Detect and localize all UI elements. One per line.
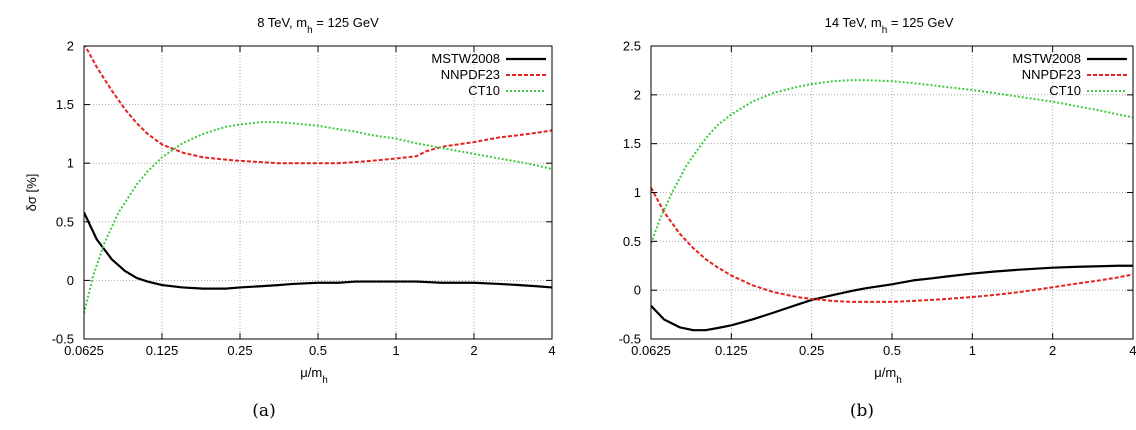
x-tick-label: 0.0625 <box>64 343 104 358</box>
x-tick-label: 4 <box>1129 343 1136 358</box>
x-tick-label: 0.125 <box>146 343 179 358</box>
chart-panel-2: 0.0625 0.125 0.25 0.5 1 2 4 -0.5 0 0.5 1 1.5 2 2.5 14 … <box>619 15 1136 421</box>
legend-label-ct10: CT10 <box>1049 83 1081 98</box>
series-line-mstw2008 <box>84 211 552 290</box>
text-part: h <box>307 25 313 36</box>
y-tick-label: -0.5 <box>52 332 74 347</box>
x-tick-label: 4 <box>548 343 555 358</box>
text-part: h <box>896 375 902 386</box>
legend-label-ct10: CT10 <box>468 83 500 98</box>
y-tick-label: 0.5 <box>623 234 641 249</box>
y-tick-label: 1 <box>67 156 74 171</box>
x-tick-label: 0.5 <box>309 343 327 358</box>
y-tick-label: 1 <box>634 185 641 200</box>
text-part: h <box>322 375 328 386</box>
x-tick-label: 0.125 <box>715 343 748 358</box>
y-tick-label: 1.5 <box>56 97 74 112</box>
series-line-ct10 <box>84 121 552 314</box>
series-line-ct10 <box>651 79 1133 244</box>
y-tick-label: 2 <box>67 39 74 54</box>
series-line-nnpdf23 <box>651 187 1133 303</box>
x-tick-label: 0.5 <box>883 343 901 358</box>
text-part: = 125 GeV <box>887 15 953 30</box>
x-tick-label: 1 <box>392 343 399 358</box>
legend-label-mstw2008: MSTW2008 <box>431 51 500 66</box>
y-tick-label: 2 <box>634 87 641 102</box>
chart-title: 8 TeV, mh = 125 GeV <box>257 15 379 36</box>
x-tick-label: 2 <box>1049 343 1056 358</box>
text-part: 14 TeV, m <box>825 15 882 30</box>
text-part: 8 TeV, m <box>257 15 307 30</box>
chart-title: 14 TeV, mh = 125 GeV <box>825 15 954 36</box>
legend-label-nnpdf23: NNPDF23 <box>441 67 500 82</box>
legend-label-mstw2008: MSTW2008 <box>1012 51 1081 66</box>
y-tick-label: 0 <box>67 273 74 288</box>
x-tick-label: 0.25 <box>227 343 252 358</box>
y-tick-label: -0.5 <box>619 332 641 347</box>
series-line-nnpdf23 <box>84 46 552 165</box>
text-part: μ/m <box>874 365 896 380</box>
y-tick-label: 2.5 <box>623 39 641 54</box>
x-tick-label: 2 <box>470 343 477 358</box>
series-line-mstw2008 <box>651 264 1133 332</box>
text-part: h <box>882 25 888 36</box>
y-tick-label: 1.5 <box>623 136 641 151</box>
x-tick-label: 1 <box>969 343 976 358</box>
y-tick-label: 0 <box>634 283 641 298</box>
figure-caption: (b) <box>850 401 874 421</box>
legend-label-nnpdf23: NNPDF23 <box>1022 67 1081 82</box>
y-axis-label: δσ [%] <box>24 174 39 212</box>
figure-caption: (a) <box>252 401 275 421</box>
x-tick-label: 0.25 <box>799 343 824 358</box>
y-tick-label: 0.5 <box>56 214 74 229</box>
text-part: μ/m <box>300 365 322 380</box>
x-axis-label: μ/mh <box>300 365 328 386</box>
chart-panel-1: 0.0625 0.125 0.25 0.5 1 2 4 -0.5 0 0.5 1 1.5 2 8 TeV,… <box>24 15 556 421</box>
text-part: = 125 GeV <box>313 15 379 30</box>
x-axis-label: μ/mh <box>874 365 902 386</box>
x-tick-label: 0.0625 <box>631 343 671 358</box>
